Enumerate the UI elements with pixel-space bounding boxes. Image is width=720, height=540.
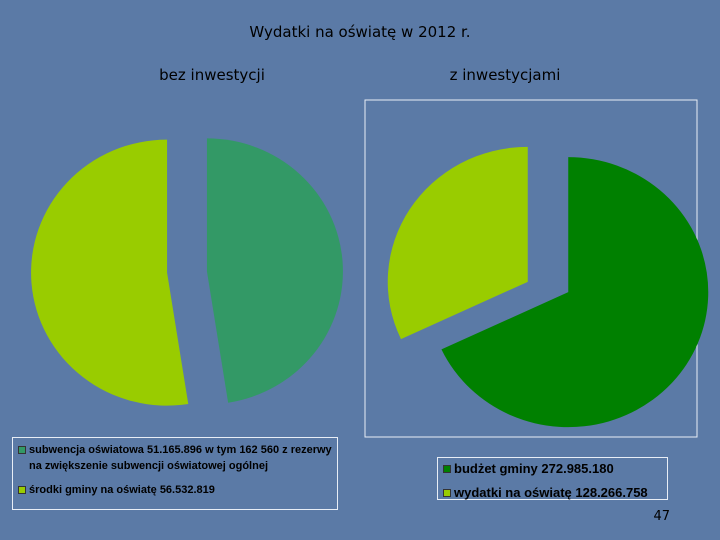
pie-slice (31, 139, 189, 406)
legend-entry: wydatki na oświatę 128.266.758 (440, 485, 665, 501)
legend-label: wydatki na oświatę 128.266.758 (454, 485, 648, 500)
legend-entry: budżet gminy 272.985.180 (440, 461, 665, 477)
legend-label: subwencja oświatowa 51.165.896 w tym 162… (29, 444, 332, 472)
legend-swatch (18, 446, 26, 454)
legend: subwencja oświatowa 51.165.896 w tym 162… (12, 437, 338, 510)
legend-swatch (18, 486, 26, 494)
legend-entry: środki gminy na oświatę 56.532.819 (15, 482, 335, 498)
chart-title: z inwestycjami (450, 66, 561, 84)
legend-label: budżet gminy 272.985.180 (454, 461, 614, 476)
legend: budżet gminy 272.985.180 wydatki na oświa… (437, 457, 668, 500)
pie-slice (441, 157, 709, 428)
chart-title: bez inwestycji (159, 66, 265, 84)
page-number: 47 (653, 509, 670, 524)
legend-entry: subwencja oświatowa 51.165.896 w tym 162… (15, 442, 335, 474)
slide-title: Wydatki na oświatę w 2012 r. (249, 23, 470, 41)
pie-slice (206, 138, 343, 403)
legend-label: środki gminy na oświatę 56.532.819 (29, 484, 215, 496)
legend-swatch (443, 489, 451, 497)
legend-swatch (443, 465, 451, 473)
pie-slice (387, 146, 528, 340)
